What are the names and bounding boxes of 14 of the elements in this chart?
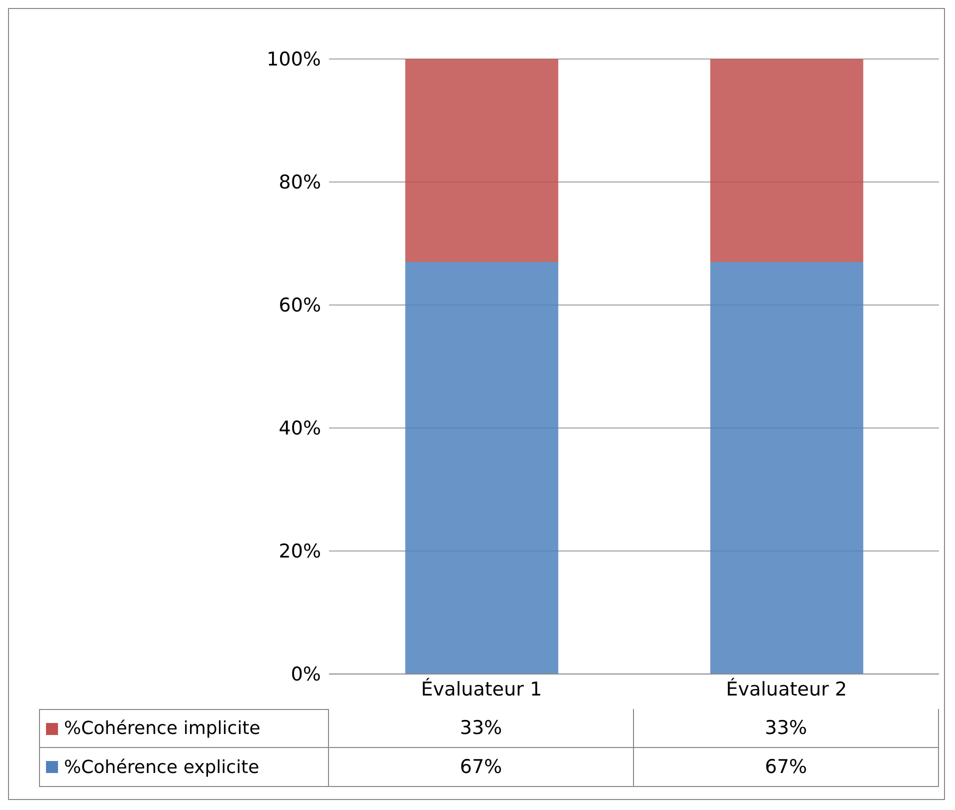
legend-label: %Cohérence implicite — [64, 718, 260, 739]
y-tick-label: 40% — [278, 418, 321, 440]
y-tick-label: 100% — [266, 48, 321, 71]
legend-label: %Cohérence explicite — [64, 756, 260, 778]
y-tick-label: 60% — [278, 294, 321, 317]
y-tick-label: 0% — [290, 664, 321, 686]
data-label: 33% — [329, 709, 634, 747]
y-tick-label: 80% — [278, 172, 321, 194]
data-label: 33% — [634, 709, 939, 747]
data-label: 67% — [634, 748, 939, 786]
data-label: 67% — [329, 748, 634, 786]
x-tick-label: Évaluateur 2 — [726, 677, 847, 700]
y-tick-label: 20% — [278, 540, 321, 563]
x-tick-label: Évaluateur 1 — [421, 677, 542, 700]
